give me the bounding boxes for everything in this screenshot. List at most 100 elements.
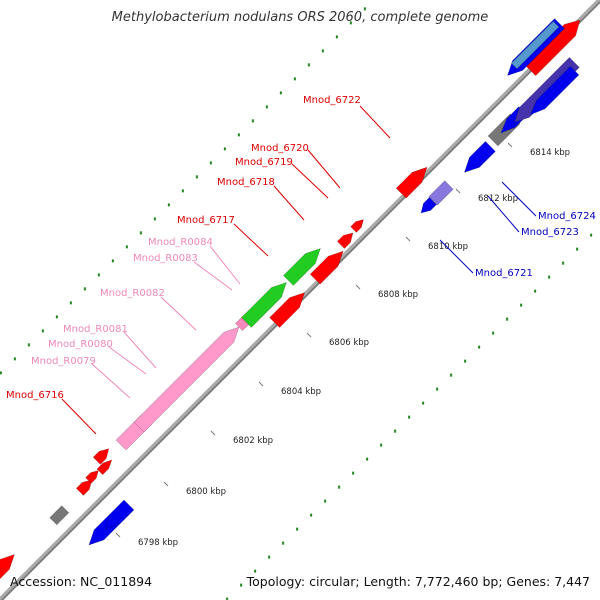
gene-label: Mnod_6717: [177, 215, 235, 226]
guide-dot: [310, 513, 313, 517]
guide-dot: [534, 289, 537, 293]
guide-dot: [41, 329, 44, 333]
forward-gene: [92, 448, 110, 465]
scale-tick-label: 6806 kbp: [329, 338, 369, 348]
leader-line: [108, 346, 147, 375]
forward-gene: [395, 166, 428, 199]
guide-dot: [27, 343, 30, 347]
gene-label: Mnod_R0083: [133, 253, 198, 264]
gene-label: Mnod_R0080: [48, 339, 113, 350]
scale-tick: [306, 332, 312, 338]
leader-line: [209, 245, 241, 285]
guide-dot: [363, 7, 366, 11]
guide-dot: [408, 415, 411, 419]
map-title: Methylobacterium nodulans ORS 2060, comp…: [111, 10, 489, 25]
forward-gene: [350, 219, 364, 233]
gene-label: Mnod_R0079: [31, 356, 96, 367]
scale-tick: [115, 532, 121, 538]
guide-dot: [153, 217, 156, 221]
guide-dot: [167, 203, 170, 207]
gene-label: Mnod_R0084: [148, 237, 213, 248]
reverse-gene: [530, 65, 580, 116]
guide-dot: [293, 77, 296, 81]
leader-line: [273, 185, 305, 221]
guide-dot: [520, 303, 523, 307]
guide-dot: [338, 485, 341, 489]
guide-dot: [590, 233, 593, 237]
scale-tick-label: 6802 kbp: [233, 436, 273, 446]
rna-gene: [133, 326, 240, 433]
reverse-gene-light: [428, 180, 454, 206]
forward-gene: [336, 232, 354, 249]
gene-label: Mnod_6722: [303, 95, 361, 106]
scale-tick: [355, 284, 361, 290]
guide-dot: [195, 175, 198, 179]
forward-gene: [269, 292, 306, 328]
reverse-gene: [463, 141, 496, 173]
gene-features: [0, 18, 581, 580]
guide-dot: [223, 147, 226, 151]
reverse-gene: [420, 197, 437, 214]
gene-label: Mnod_R0082: [100, 288, 165, 299]
guide-dot: [83, 287, 86, 291]
guide-dot: [125, 245, 128, 249]
leader-line: [233, 223, 269, 257]
guide-dot: [97, 273, 100, 277]
guide-dot: [492, 331, 495, 335]
guide-dot: [0, 371, 2, 375]
guide-dot: [55, 315, 58, 319]
leader-line: [123, 331, 157, 369]
forward-gene: [309, 250, 344, 285]
guide-dot: [226, 597, 229, 600]
guide-dot: [335, 35, 338, 39]
guide-dot: [254, 569, 257, 573]
scale-tick-label: 6808 kbp: [378, 290, 418, 300]
gene-label: Mnod_6723: [521, 227, 579, 238]
guide-dot: [352, 471, 355, 475]
guide-dot: [251, 119, 254, 123]
scale-tick-label: 6810 kbp: [428, 242, 468, 252]
scale-tick: [405, 236, 411, 242]
scale-tick-label: 6812 kbp: [478, 194, 518, 204]
guide-dot: [576, 247, 579, 251]
scale-tick-label: 6804 kbp: [281, 387, 321, 397]
guide-dot: [111, 259, 114, 263]
scale-ticks: 6798 kbp 6800 kbp 6802 kbp 6804 kbp 6806 kbp…: [115, 142, 570, 548]
accession-text: Accession: NC_011894: [10, 574, 153, 589]
guide-dot: [209, 161, 212, 165]
guide-dot: [237, 133, 240, 137]
scale-tick: [210, 430, 216, 436]
genome-summary-text: Topology: circular; Length: 7,772,460 bp…: [246, 574, 590, 589]
reverse-gene-teal: [510, 20, 560, 70]
leader-line: [307, 149, 341, 189]
guide-dot: [478, 345, 481, 349]
guide-dot: [279, 91, 282, 95]
guide-dot: [13, 357, 16, 361]
gene-label: Mnod_6718: [217, 177, 275, 188]
scale-tick: [507, 142, 513, 148]
scale-tick: [258, 381, 264, 387]
leader-line: [501, 181, 537, 217]
guide-dot: [506, 317, 509, 321]
guide-dot: [436, 387, 439, 391]
guide-dot: [69, 301, 72, 305]
scale-tick: [455, 188, 461, 194]
guide-dot: [282, 541, 285, 545]
scale-tick-label: 6814 kbp: [530, 148, 570, 158]
gene-label: Mnod_6720: [251, 143, 309, 154]
guide-dot: [321, 49, 324, 53]
scale-tick: [163, 481, 169, 487]
guide-dot: [548, 275, 551, 279]
forward-gene: [75, 479, 93, 496]
guide-dot: [562, 261, 565, 265]
reverse-gene: [104, 499, 135, 530]
leader-line: [160, 296, 197, 331]
guide-dot: [268, 555, 271, 559]
leader-line: [91, 363, 131, 399]
guide-dot: [139, 231, 142, 235]
guide-dot: [450, 373, 453, 377]
scale-tick-label: 6800 kbp: [186, 487, 226, 497]
leader-line: [487, 195, 520, 233]
pseudo-gene: [49, 505, 70, 526]
